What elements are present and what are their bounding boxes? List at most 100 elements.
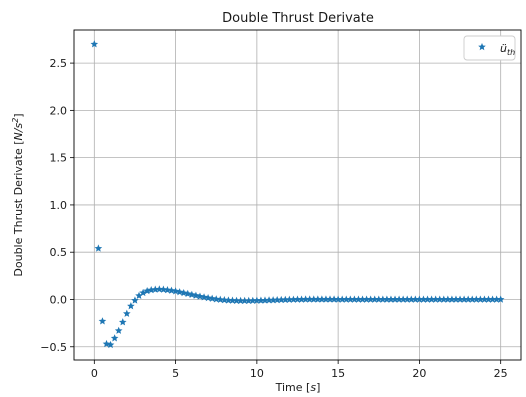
data-point xyxy=(460,295,468,303)
data-point xyxy=(265,296,273,304)
data-point xyxy=(480,295,489,303)
data-point xyxy=(139,288,147,297)
data-point xyxy=(309,295,318,303)
data-point xyxy=(444,295,452,303)
data-point xyxy=(179,288,188,297)
data-point xyxy=(171,287,180,295)
data-point xyxy=(277,295,286,304)
data-point xyxy=(228,296,237,304)
data-point xyxy=(346,295,355,303)
data-point xyxy=(407,295,416,303)
data-point xyxy=(90,40,99,48)
data-point xyxy=(143,286,151,295)
data-point xyxy=(435,295,444,303)
data-point xyxy=(253,296,261,304)
data-point xyxy=(350,295,359,303)
data-point xyxy=(366,295,375,303)
x-axis-label: Time [s] xyxy=(275,381,321,394)
data-point xyxy=(488,295,497,303)
data-point xyxy=(285,295,294,303)
data-point xyxy=(118,318,127,326)
data-point xyxy=(492,295,501,303)
data-point xyxy=(216,295,225,303)
data-point xyxy=(204,293,212,302)
data-point xyxy=(297,295,306,303)
data-point xyxy=(496,295,505,303)
data-point xyxy=(330,295,338,303)
data-point xyxy=(151,285,160,293)
data-point xyxy=(192,291,200,299)
data-point xyxy=(472,295,481,303)
data-point xyxy=(127,302,135,310)
data-point xyxy=(244,296,253,305)
data-point xyxy=(334,295,342,303)
x-tick-label: 20 xyxy=(412,367,426,380)
y-tick-label: 1.5 xyxy=(50,152,68,165)
data-point xyxy=(456,295,464,303)
x-tick-label: 10 xyxy=(250,367,264,380)
y-tick-label: 0.0 xyxy=(50,293,68,306)
x-tick-label: 0 xyxy=(91,367,98,380)
chart-title: Double Thrust Derivate xyxy=(222,11,374,26)
data-point xyxy=(261,296,269,304)
data-point xyxy=(249,296,257,304)
data-point xyxy=(415,295,424,303)
data-point xyxy=(240,296,249,305)
data-point xyxy=(102,339,111,348)
data-point xyxy=(370,295,379,303)
data-point xyxy=(123,309,131,317)
data-point xyxy=(110,334,119,342)
data-point xyxy=(167,286,176,294)
data-point xyxy=(314,295,322,303)
y-tick-label: 0.5 xyxy=(50,246,68,259)
data-point xyxy=(419,295,428,303)
data-point xyxy=(163,286,172,294)
y-axis-label: Double Thrust Derivate [N/s2] xyxy=(11,113,25,276)
x-tick-label: 25 xyxy=(494,367,508,380)
data-point xyxy=(208,294,216,302)
x-axis: 0 5 10 15 20 25 xyxy=(91,360,508,380)
data-point xyxy=(379,295,387,303)
data-point xyxy=(399,295,407,303)
data-point xyxy=(411,295,420,303)
data-point xyxy=(439,295,448,303)
data-point xyxy=(403,295,412,303)
y-tick-label: 1.0 xyxy=(50,199,68,212)
y-axis: −0.5 0.0 0.5 1.0 1.5 2.0 2.5 xyxy=(40,57,74,354)
data-point xyxy=(383,295,391,303)
data-point xyxy=(423,295,432,303)
data-point xyxy=(358,295,367,303)
legend-label: üth xyxy=(500,42,515,57)
data-point xyxy=(94,244,103,252)
y-tick-label: 2.0 xyxy=(50,104,68,117)
y-tick-label: 2.5 xyxy=(50,57,68,70)
data-point xyxy=(212,295,221,303)
data-point xyxy=(98,317,107,325)
data-point xyxy=(289,295,298,303)
data-point xyxy=(155,285,164,293)
data-point xyxy=(326,295,334,303)
x-tick-label: 15 xyxy=(331,367,345,380)
data-point xyxy=(318,295,326,303)
data-point xyxy=(220,296,229,304)
data-point xyxy=(273,295,281,304)
data-point xyxy=(301,295,310,303)
data-point xyxy=(395,295,403,303)
data-point xyxy=(106,340,115,349)
data-point xyxy=(387,295,395,303)
data-point xyxy=(305,295,314,303)
data-point xyxy=(468,295,477,303)
data-point xyxy=(269,296,277,304)
data-point xyxy=(427,295,436,303)
data-point xyxy=(431,295,440,303)
data-point xyxy=(159,285,168,293)
data-point xyxy=(452,295,460,303)
data-point xyxy=(236,296,245,305)
legend-marker xyxy=(478,43,486,51)
series-ddot-u-th xyxy=(90,40,505,349)
data-point xyxy=(232,296,241,304)
data-point xyxy=(354,295,363,303)
legend-star-icon xyxy=(478,43,486,51)
